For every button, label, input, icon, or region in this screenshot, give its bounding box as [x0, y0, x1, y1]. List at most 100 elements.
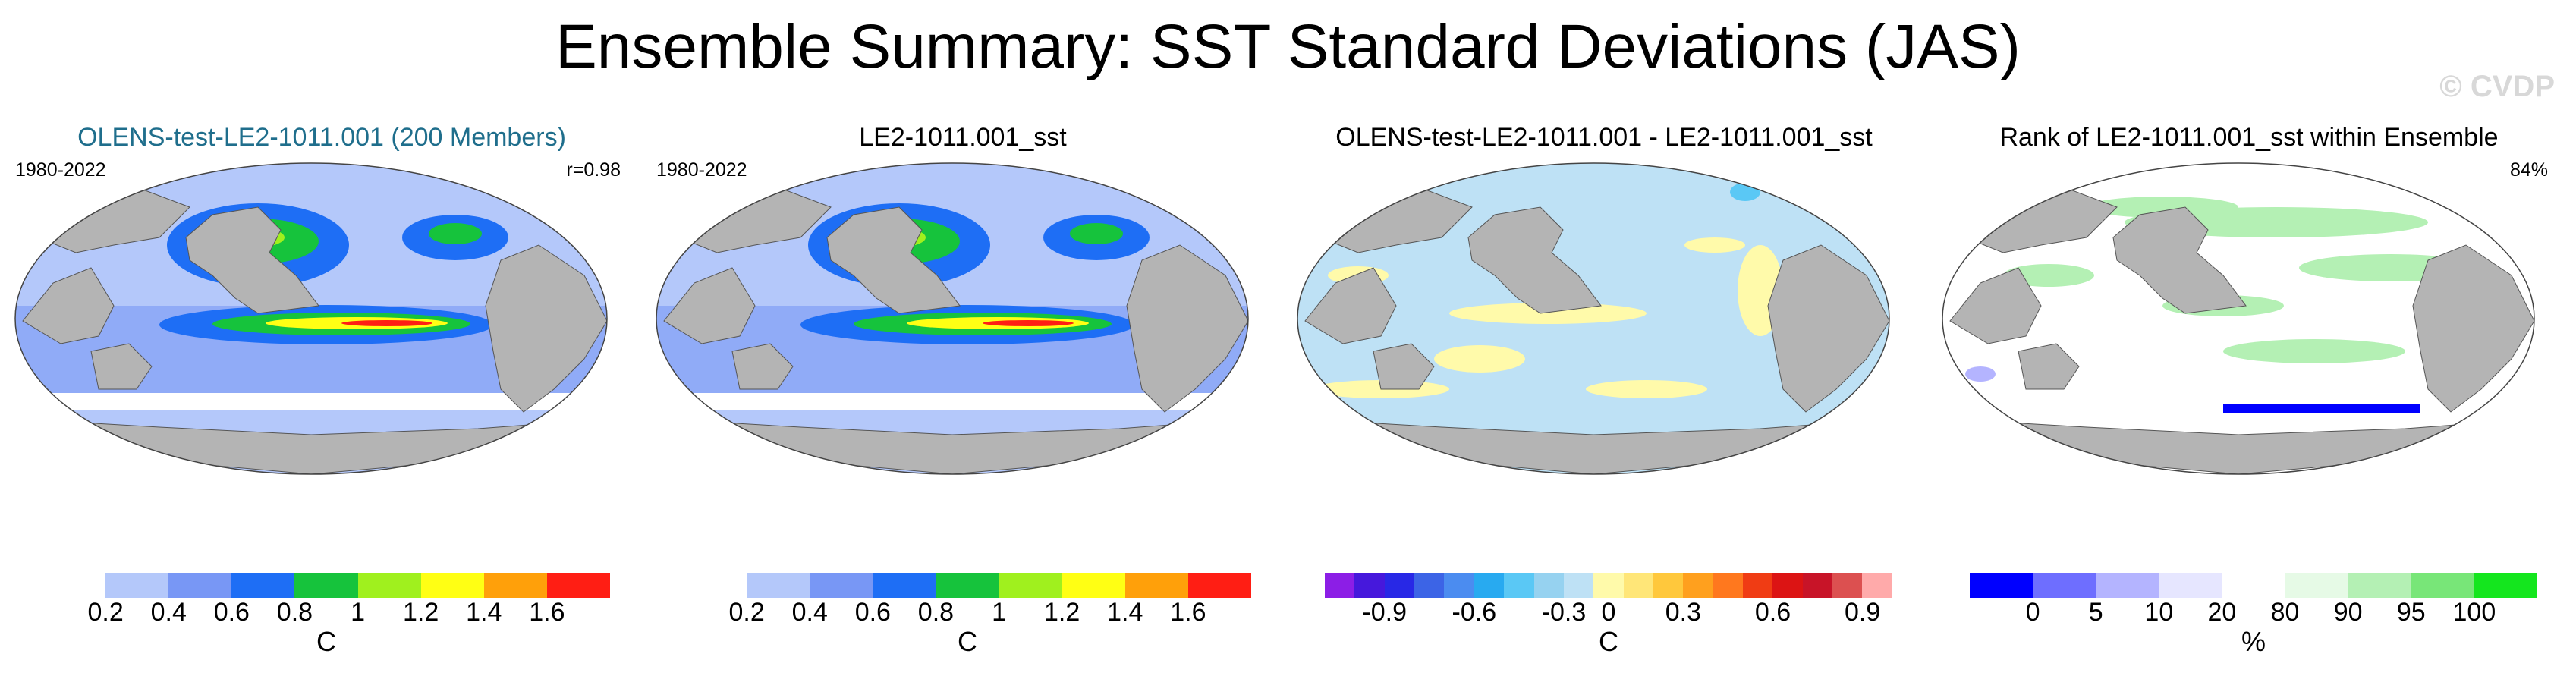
- colorbar-cell: [1772, 573, 1803, 598]
- colorbar-cell: [2222, 573, 2285, 598]
- colorbar-cell: [231, 573, 295, 598]
- map-panel-3: OLENS-test-LE2-1011.001 - LE2-1011.001_s…: [1282, 114, 1926, 676]
- period-label: 1980-2022: [656, 159, 747, 181]
- colorbar-cell: [546, 573, 610, 598]
- colorbar-cell: [1563, 573, 1594, 598]
- colorbar-cell: [873, 573, 936, 598]
- land-mass: [1467, 206, 1602, 314]
- land-mass: [485, 244, 607, 413]
- colorbar-cell: [747, 573, 810, 598]
- colorbar-cell: [42, 573, 106, 598]
- colorbar-cell: [2348, 573, 2411, 598]
- sst-field: [656, 163, 1248, 474]
- colorbar-unit: %: [2241, 626, 2266, 657]
- colorbar-cell: [2033, 573, 2096, 598]
- globe-map: [1942, 162, 2535, 475]
- sst-field: [15, 163, 607, 474]
- colorbar-tick-label: 0.4: [150, 598, 187, 627]
- colorbar-cell: [1832, 573, 1863, 598]
- colorbar-tick-label: 0.8: [917, 598, 955, 627]
- colorbar: [1325, 573, 1892, 598]
- colorbar-tick-label: 0: [1601, 598, 1616, 627]
- colorbar-tick-label: 0.2: [728, 598, 765, 627]
- colorbar-cell: [483, 573, 547, 598]
- land-mass: [185, 206, 319, 314]
- colorbar-cell: [1474, 573, 1505, 598]
- globe-map: [1297, 162, 1890, 475]
- colorbar: [42, 573, 610, 598]
- land-mass: [1767, 244, 1889, 413]
- colorbar-tick-label: 0.6: [1754, 598, 1791, 627]
- colorbar-cell: [1187, 573, 1251, 598]
- colorbar-tick-label: -0.6: [1452, 598, 1497, 627]
- colorbar-cell: [168, 573, 232, 598]
- colorbar-tick-label: 20: [2207, 598, 2237, 627]
- sst-field: [1942, 163, 2534, 474]
- colorbar-tick-label: 0.3: [1665, 598, 1702, 627]
- land-mass: [731, 343, 794, 390]
- colorbar-cell: [684, 573, 747, 598]
- map-panel-2: LE2-1011.001_sst 1980-2022 0.2 0.4 0.6 0.8 1 1.…: [641, 114, 1285, 676]
- colorbar-tick-label: 0.2: [87, 598, 124, 627]
- colorbar-cell: [1593, 573, 1624, 598]
- colorbar-tick-label: 1: [351, 598, 366, 627]
- land-mass: [90, 343, 153, 390]
- colorbar-tick-label: 1.6: [529, 598, 565, 627]
- colorbar-tick-label: -0.3: [1541, 598, 1587, 627]
- colorbar-cell: [1683, 573, 1713, 598]
- land-mass: [826, 206, 961, 314]
- colorbar: [1970, 573, 2537, 598]
- colorbar-cell: [2285, 573, 2348, 598]
- land-mass: [1126, 244, 1248, 413]
- stat-label: 84%: [2509, 159, 2548, 181]
- colorbar-tick-label: 0.9: [1844, 598, 1881, 627]
- land-mass: [663, 267, 756, 344]
- panel-title: OLENS-test-LE2-1011.001 - LE2-1011.001_s…: [1335, 123, 1873, 152]
- colorbar-cell: [1384, 573, 1415, 598]
- sst-field: [1297, 163, 1889, 474]
- colorbar-cell: [1970, 573, 2033, 598]
- colorbar-tick-label: 0: [2025, 598, 2040, 627]
- colorbar-unit: C: [316, 626, 336, 657]
- globe-outline: [14, 162, 608, 475]
- colorbar-cell: [1743, 573, 1773, 598]
- colorbar-cell: [1414, 573, 1445, 598]
- map-panel-1: OLENS-test-LE2-1011.001 (200 Members) 198…: [0, 114, 643, 676]
- colorbar-cell: [1444, 573, 1474, 598]
- colorbar-cell: [1623, 573, 1653, 598]
- colorbar-tick-label: 0.6: [213, 598, 250, 627]
- colorbar-cell: [936, 573, 999, 598]
- colorbar-tick-label: 0.6: [854, 598, 891, 627]
- panel-title: LE2-1011.001_sst: [859, 123, 1067, 152]
- land-mass: [1949, 267, 2042, 344]
- globe-outline: [1942, 162, 2535, 475]
- colorbar-tick-label: 1: [992, 598, 1007, 627]
- colorbar-cell: [1862, 573, 1892, 598]
- colorbar-cell: [420, 573, 484, 598]
- colorbar-cell: [1533, 573, 1564, 598]
- globe-outline: [1297, 162, 1890, 475]
- colorbar-cell: [1653, 573, 1684, 598]
- globe-map: [656, 162, 1249, 475]
- colorbar-tick-label: 100: [2452, 598, 2496, 627]
- colorbar-tick-label: 95: [2396, 598, 2426, 627]
- colorbar-tick-label: 10: [2144, 598, 2174, 627]
- colorbar-tick-label: 1.2: [403, 598, 439, 627]
- land-mass: [2018, 343, 2080, 390]
- colorbar-cell: [1062, 573, 1125, 598]
- colorbar-tick-label: 0.4: [791, 598, 828, 627]
- colorbar-unit: C: [1599, 626, 1618, 657]
- colorbar: [684, 573, 1251, 598]
- colorbar-tick-label: 1.4: [466, 598, 502, 627]
- land-mass: [1304, 267, 1397, 344]
- globe-map: [14, 162, 608, 475]
- land-mass: [1373, 343, 1435, 390]
- panel-title: OLENS-test-LE2-1011.001 (200 Members): [77, 123, 566, 152]
- colorbar-cell: [2096, 573, 2159, 598]
- colorbar-tick-label: 80: [2270, 598, 2300, 627]
- colorbar-tick-label: 1.6: [1170, 598, 1206, 627]
- colorbar-tick-label: 1.2: [1044, 598, 1080, 627]
- stat-label: r=0.98: [566, 159, 621, 181]
- colorbar-cell: [294, 573, 358, 598]
- globe-outline: [656, 162, 1249, 475]
